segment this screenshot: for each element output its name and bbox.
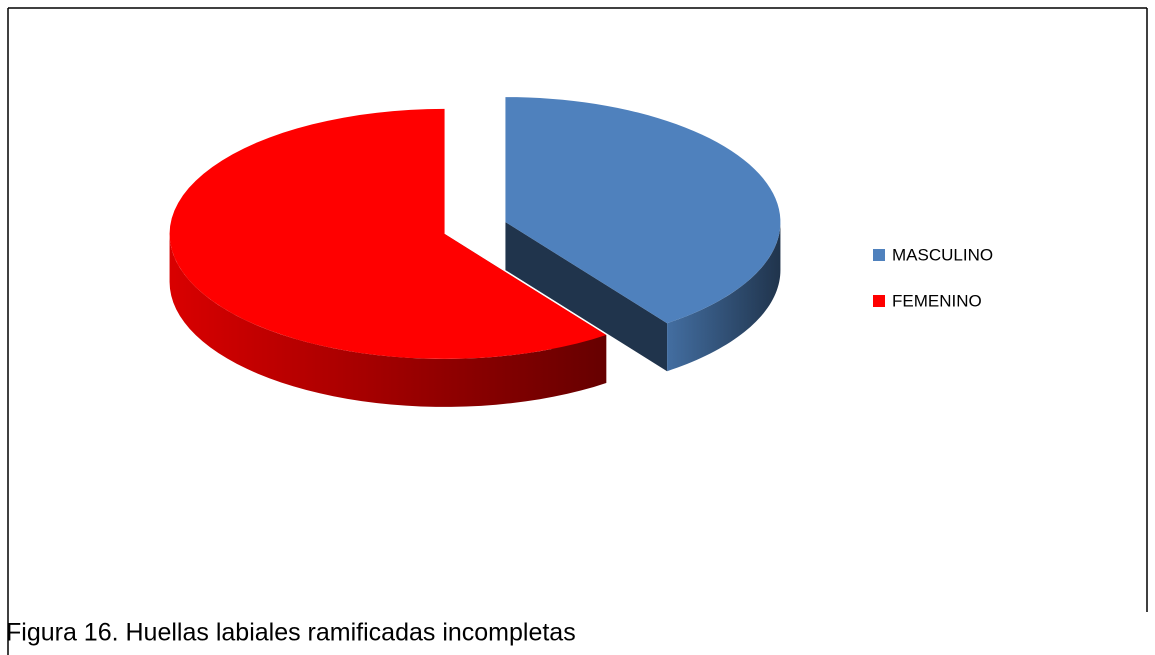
slice-wall	[505, 222, 668, 372]
legend-label: MASCULINO	[892, 245, 993, 264]
legend-swatch	[873, 249, 885, 261]
slice	[169, 108, 607, 407]
slice-side	[169, 233, 607, 407]
slice	[505, 97, 781, 372]
slice-top	[169, 108, 607, 359]
legend-swatch	[873, 295, 885, 307]
slice-top	[505, 97, 781, 324]
legend-label: FEMENINO	[892, 291, 982, 310]
caption: Figura 16. Huellas labiales ramificadas …	[6, 619, 576, 647]
slice-side	[667, 222, 781, 372]
